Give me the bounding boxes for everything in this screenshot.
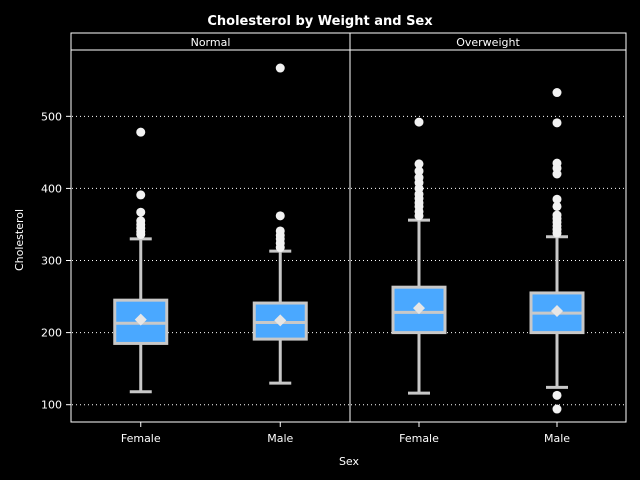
marks-normal — [113, 63, 308, 394]
y-tick-label: 200 — [41, 327, 62, 340]
y-tick-label: 100 — [41, 399, 62, 412]
marks-overweight — [391, 88, 585, 414]
outlier-point — [136, 190, 146, 200]
outlier-point — [552, 390, 562, 400]
outlier-point — [552, 194, 562, 204]
mean-marker — [134, 313, 147, 326]
mean-marker — [551, 304, 563, 317]
outlier-point — [552, 201, 562, 211]
outlier-point — [552, 118, 562, 128]
outlier-point — [136, 127, 146, 137]
outlier-point — [552, 210, 562, 220]
mean-marker — [413, 302, 425, 315]
outlier-point — [275, 211, 285, 221]
y-tick-label: 400 — [41, 182, 62, 195]
panel-frame-overweight — [349, 49, 627, 423]
panel-label-normal: Normal — [191, 36, 231, 49]
panel-label-overweight: Overweight — [456, 36, 520, 49]
x-tick-label: Female — [121, 432, 161, 445]
y-axis: 100 200 300 400 500 — [41, 110, 71, 412]
outlier-point — [136, 216, 146, 226]
outlier-point — [552, 404, 562, 414]
x-axis-label: Sex — [339, 455, 360, 468]
outlier-point — [414, 166, 424, 176]
x-axis: Female Male Female Male — [121, 422, 570, 445]
outlier-point — [414, 159, 424, 169]
outlier-point — [275, 63, 285, 73]
mean-marker — [274, 314, 287, 327]
outlier-point — [552, 88, 562, 98]
outlier-point — [414, 117, 424, 127]
outlier-point — [414, 173, 424, 183]
y-axis-label: Cholesterol — [13, 209, 26, 271]
outlier-point — [136, 207, 146, 217]
outlier-point — [552, 158, 562, 168]
x-tick-label: Male — [267, 432, 293, 445]
chart-title: Cholesterol by Weight and Sex — [207, 14, 433, 29]
x-tick-label: Male — [544, 432, 570, 445]
panel-overweight: Overweight — [349, 32, 627, 423]
y-tick-label: 500 — [41, 110, 62, 123]
y-tick-label: 300 — [41, 255, 62, 268]
x-tick-label: Female — [399, 432, 439, 445]
outlier-point — [275, 226, 285, 236]
